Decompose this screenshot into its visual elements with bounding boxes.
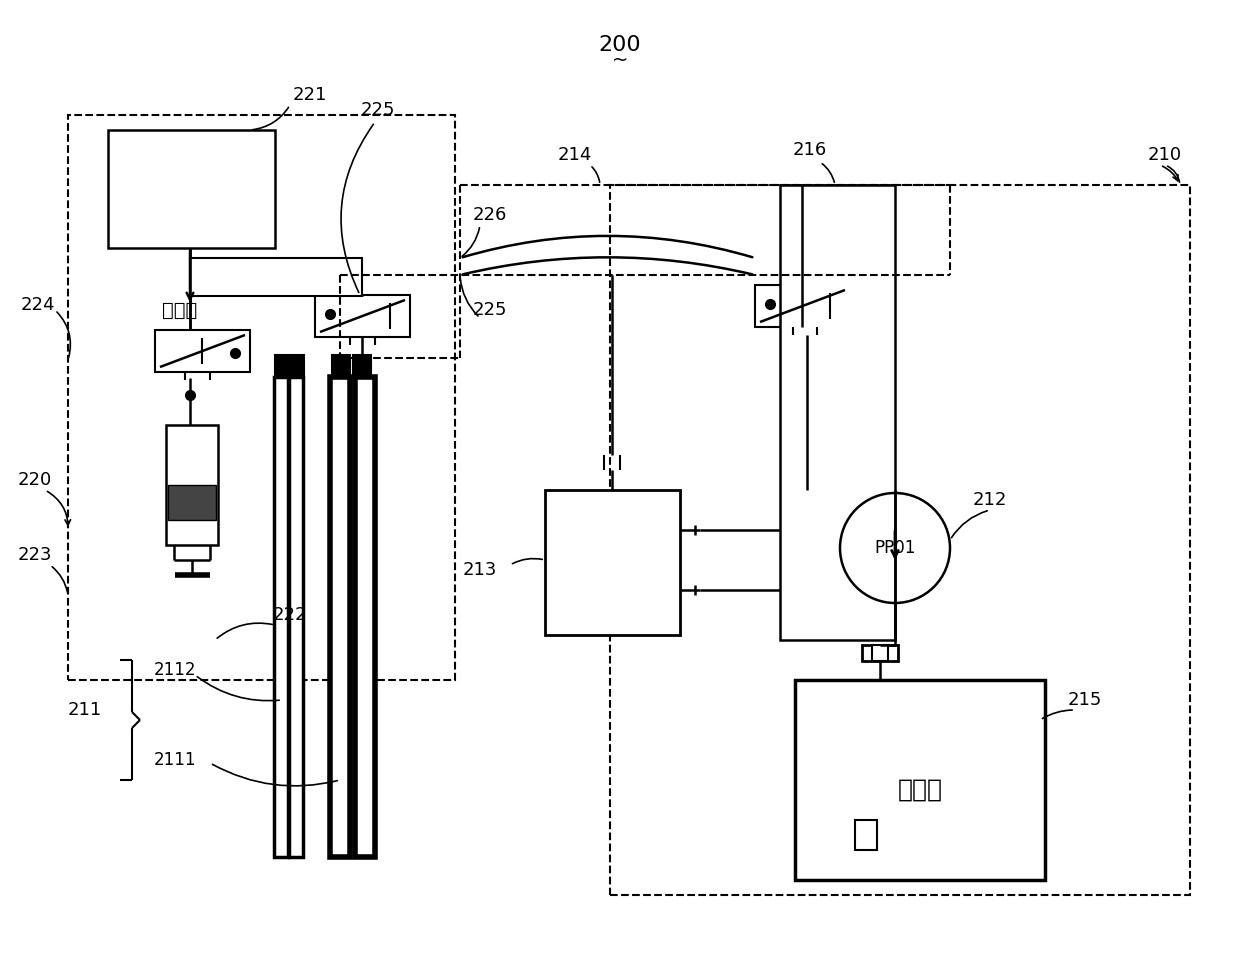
Bar [315, 295, 410, 337]
Text: 200: 200 [599, 35, 641, 55]
Text: 220: 220 [17, 471, 52, 489]
Bar [355, 377, 374, 857]
Text: 213: 213 [463, 561, 497, 579]
Bar [872, 645, 888, 661]
Bar [166, 425, 218, 545]
Text: 清洗液: 清洗液 [162, 301, 197, 319]
Text: 2112: 2112 [154, 661, 196, 679]
Bar [862, 645, 898, 661]
Text: 废液桶: 废液桶 [898, 778, 942, 802]
Bar [610, 185, 1190, 895]
Text: 2111: 2111 [154, 751, 196, 769]
Bar [856, 820, 877, 850]
Bar [330, 377, 350, 857]
Text: 221: 221 [293, 86, 327, 104]
Bar [780, 185, 895, 640]
Text: 225: 225 [361, 101, 396, 119]
Text: 211: 211 [68, 701, 102, 719]
Text: 210: 210 [1148, 146, 1182, 164]
Bar [68, 115, 455, 680]
Bar [795, 680, 1045, 880]
Bar [108, 130, 275, 248]
Bar [353, 355, 371, 377]
Text: 214: 214 [558, 146, 593, 164]
Text: PP01: PP01 [874, 539, 915, 557]
Text: 215: 215 [1068, 691, 1102, 709]
Text: 225: 225 [472, 301, 507, 319]
Bar [155, 330, 250, 372]
Text: 212: 212 [973, 491, 1007, 509]
Text: 216: 216 [792, 141, 827, 159]
Bar [546, 490, 680, 635]
Text: 223: 223 [17, 546, 52, 564]
Bar [332, 355, 350, 377]
Text: 222: 222 [273, 606, 308, 624]
Bar [274, 377, 288, 857]
Text: ~: ~ [611, 51, 629, 69]
Bar [755, 285, 849, 327]
Bar [167, 485, 216, 520]
Bar [290, 355, 304, 377]
Bar [289, 377, 303, 857]
Bar [275, 355, 289, 377]
Text: 226: 226 [472, 206, 507, 224]
Text: 224: 224 [21, 296, 56, 314]
Bar [190, 258, 362, 296]
